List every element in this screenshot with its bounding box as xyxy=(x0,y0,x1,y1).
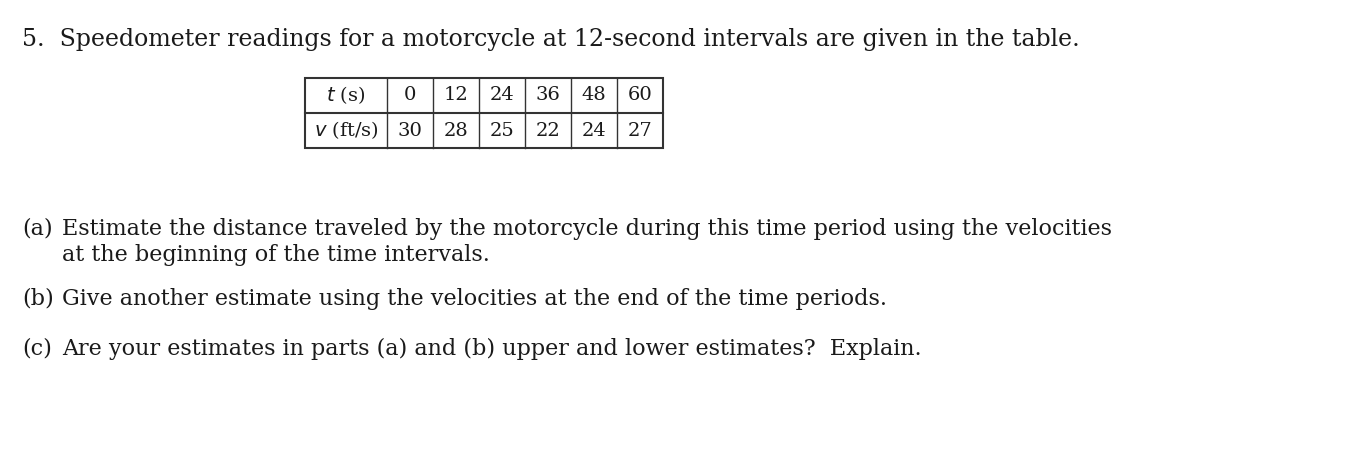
Text: 5.  Speedometer readings for a motorcycle at 12-second intervals are given in th: 5. Speedometer readings for a motorcycle… xyxy=(22,28,1080,51)
Text: Estimate the distance traveled by the motorcycle during this time period using t: Estimate the distance traveled by the mo… xyxy=(62,218,1111,240)
Text: 22: 22 xyxy=(535,122,560,139)
Text: 12: 12 xyxy=(443,86,468,105)
Text: 48: 48 xyxy=(582,86,606,105)
Text: (a): (a) xyxy=(22,218,52,240)
Text: Are your estimates in parts (a) and (b) upper and lower estimates?  Explain.: Are your estimates in parts (a) and (b) … xyxy=(62,338,922,360)
Text: 28: 28 xyxy=(443,122,468,139)
Text: 60: 60 xyxy=(627,86,652,105)
Text: (b): (b) xyxy=(22,288,54,310)
Text: 30: 30 xyxy=(398,122,423,139)
Text: 24: 24 xyxy=(582,122,606,139)
Text: 0: 0 xyxy=(403,86,416,105)
Text: 36: 36 xyxy=(535,86,560,105)
Text: $v$ (ft/s): $v$ (ft/s) xyxy=(314,120,379,141)
Text: 24: 24 xyxy=(490,86,514,105)
Text: at the beginning of the time intervals.: at the beginning of the time intervals. xyxy=(62,244,490,266)
Text: Give another estimate using the velocities at the end of the time periods.: Give another estimate using the velociti… xyxy=(62,288,888,310)
Text: $t$ (s): $t$ (s) xyxy=(327,85,366,106)
Text: 27: 27 xyxy=(627,122,652,139)
Text: (c): (c) xyxy=(22,338,52,360)
Text: 25: 25 xyxy=(490,122,514,139)
Bar xyxy=(305,78,663,148)
